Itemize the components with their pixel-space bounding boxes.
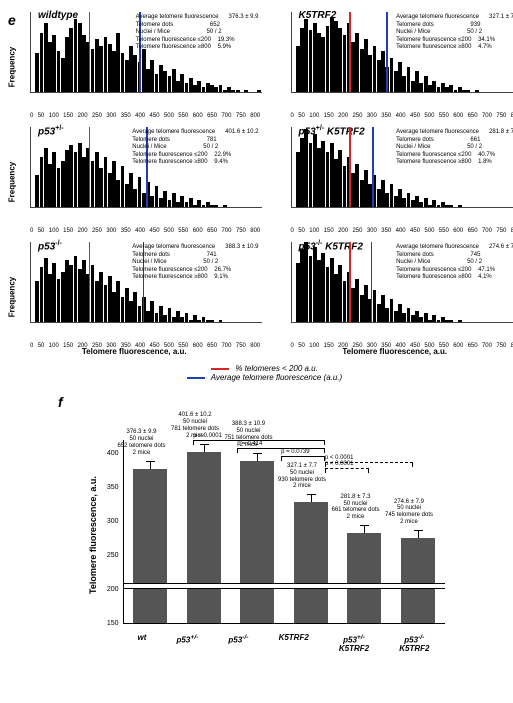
bar-xlabel: p53-/-	[228, 634, 248, 654]
bar	[133, 469, 167, 623]
bar-annotation: 376.3 ± 9.950 nuclei652 telomere dots2 m…	[112, 429, 172, 457]
panel-e-legend: % telomeres < 200 a.u. Average telomere …	[8, 364, 513, 382]
figure: e Frequencywildtype050100150200250300350…	[8, 12, 513, 660]
hist-stats: Average telomere fluorescence 274.6 ± 7.…	[396, 244, 513, 282]
hist-ylabel: Frequency	[8, 46, 17, 86]
hist-xticks: 0501001502002503003504004505005506006507…	[291, 343, 513, 349]
panel-f-bars: 376.3 ± 9.950 nuclei652 telomere dots2 m…	[124, 440, 445, 624]
hist-stats: Average telomere fluorescence 401.6 ± 10…	[132, 129, 258, 167]
blueline	[372, 127, 374, 207]
bar-xlabel: p53+/-K5TRF2	[339, 634, 369, 654]
panel-f-chart: p < 0.0001p = 0.414p = 0.0739p < 0.0001p…	[123, 440, 445, 624]
bar-annotation: 274.6 ± 7.950 nuclei745 telomere dots2 m…	[379, 499, 439, 527]
histogram: p53+/- K5TRF2050100150200250300350400450…	[269, 127, 513, 236]
histogram: Frequencywildtype05010015020025030035040…	[8, 12, 261, 121]
hist-xticks: 0501001502002503003504004505005506006507…	[30, 228, 261, 234]
hist-xticks: 0501001502002503003504004505005506006507…	[291, 228, 513, 234]
histogram: Frequencyp53+/-0501001502002503003504004…	[8, 127, 261, 236]
bar	[240, 461, 274, 623]
histogram: p53-/- K5TRF2050100150200250300350400450…	[269, 242, 513, 351]
redline	[89, 242, 91, 322]
bar-annotation: 327.1 ± 7.750 nuclei930 telomere dots2 m…	[272, 463, 332, 491]
bar-xlabel: wt	[138, 634, 147, 654]
hist-xticks: 0501001502002503003504004505005506006507…	[291, 113, 513, 119]
bar-annotation: 401.6 ± 10.250 nuclei781 telomere dots2 …	[165, 412, 225, 440]
hist-xticks: 0501001502002503003504004505005506006507…	[30, 113, 261, 119]
redline	[349, 242, 351, 322]
panel-f: Telomere fluorescence, a.u. 150200250300…	[75, 410, 455, 660]
blueline	[371, 242, 373, 322]
panel-f-xticks: wtp53+/-p53-/-K5TRF2p53+/-K5TRF2p53-/-K5…	[123, 634, 445, 654]
redline	[349, 127, 351, 207]
hist-ylabel: Frequency	[8, 161, 17, 201]
bar	[187, 452, 221, 623]
bar-xlabel: p53+/-	[177, 634, 199, 654]
axis-break	[124, 583, 445, 589]
hist-xticks: 0501001502002503003504004505005506006507…	[30, 343, 261, 349]
hist-stats: Average telomere fluorescence 376.3 ± 9.…	[136, 14, 259, 52]
legend-red-text: % telomeres < 200 a.u.	[235, 364, 318, 373]
bar	[347, 533, 381, 623]
redline	[89, 127, 91, 207]
bar-annotation: 281.8 ± 7.350 nuclei661 telomere dots2 m…	[326, 494, 386, 522]
hist-stats: Average telomere fluorescence 281.8 ± 7.…	[396, 129, 513, 167]
histogram: K5TRF20501001502002503003504004505005506…	[269, 12, 513, 121]
hist-stats: Average telomere fluorescence 327.1 ± 7.…	[396, 14, 513, 52]
panel-f-label: f	[58, 394, 513, 410]
panel-f-ylabel: Telomere fluorescence, a.u.	[88, 476, 98, 594]
panel-f-yticks: 150200250300350400	[103, 440, 121, 624]
legend-blue-swatch	[187, 377, 205, 379]
legend-blue-text: Average telomere fluorescence (a.u.)	[211, 373, 342, 382]
redline	[349, 12, 351, 92]
bar	[401, 538, 435, 623]
bar-xlabel: K5TRF2	[279, 634, 309, 654]
hist-stats: Average telomere fluorescence 388.3 ± 10…	[132, 244, 258, 282]
bar-xlabel: p53-/-K5TRF2	[399, 634, 429, 654]
bar-annotation: 388.3 ± 10.950 nuclei751 telomere dots2 …	[219, 421, 279, 449]
bar	[294, 502, 328, 623]
redline	[89, 12, 91, 92]
panel-e-grid: Frequencywildtype05010015020025030035040…	[8, 12, 513, 351]
blueline	[386, 12, 388, 92]
legend-red-swatch	[211, 368, 229, 370]
hist-ylabel: Frequency	[8, 276, 17, 316]
histogram: Frequencyp53-/-0501001502002503003504004…	[8, 242, 261, 351]
